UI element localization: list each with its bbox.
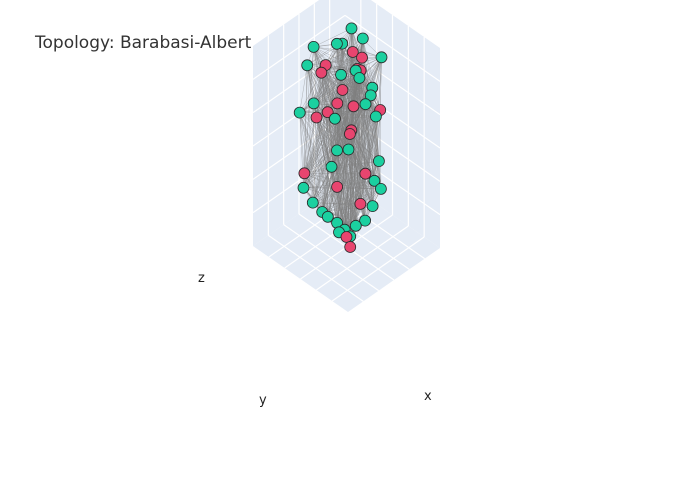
node-point-group-a xyxy=(359,167,372,180)
edge-line xyxy=(364,87,373,221)
node-point-group-a xyxy=(310,111,323,124)
node-point-group-b xyxy=(297,181,310,194)
edge-line xyxy=(299,112,305,174)
node-point-group-b xyxy=(330,37,343,50)
node-point-group-b xyxy=(369,110,382,123)
edge-line xyxy=(312,74,342,203)
x-wall-grid-line xyxy=(344,14,441,82)
edge-line xyxy=(303,43,343,188)
edge-line xyxy=(313,28,352,48)
edge-line xyxy=(321,70,356,213)
node-point-group-a xyxy=(343,128,356,140)
node-point-group-b xyxy=(307,41,320,53)
edge-line xyxy=(322,180,375,213)
edge-line xyxy=(344,160,380,230)
edge-line xyxy=(316,43,338,118)
node-point-group-b xyxy=(372,155,385,168)
z-axis-label: z xyxy=(198,271,205,286)
edge-line xyxy=(342,43,382,58)
edge-line xyxy=(307,43,338,66)
node-point-group-b xyxy=(342,143,355,156)
edge-line xyxy=(327,116,377,217)
node-point-group-b xyxy=(349,219,362,232)
edge-line xyxy=(374,116,377,181)
node-point-group-b xyxy=(325,160,338,173)
node-point-group-b xyxy=(364,89,377,102)
node-point-group-b xyxy=(368,174,381,187)
edge-line xyxy=(299,65,308,113)
edge-line xyxy=(348,149,357,226)
node-point-group-b xyxy=(331,144,343,157)
edge-line xyxy=(303,46,314,188)
x-axis-label: x xyxy=(424,389,432,404)
node-point-group-a xyxy=(356,51,368,64)
edge-line xyxy=(344,205,373,230)
node-point-group-b xyxy=(293,106,306,119)
node-point-group-b xyxy=(345,22,358,35)
node-point-group-b xyxy=(306,196,319,209)
chart-title: Topology: Barabasi-Albert xyxy=(35,33,252,53)
node-point-group-a xyxy=(331,97,344,110)
edge-line xyxy=(299,112,323,213)
edge-line xyxy=(348,149,373,207)
node-point-group-b xyxy=(374,182,387,195)
edge-line xyxy=(299,112,373,207)
edge-line xyxy=(327,180,375,217)
edge-line xyxy=(331,160,379,168)
edge-line xyxy=(331,166,345,230)
edge-line xyxy=(331,118,336,167)
edge-line xyxy=(379,109,382,189)
node-point-group-a xyxy=(340,231,353,243)
edge-line xyxy=(313,43,343,104)
node-point-group-a xyxy=(344,241,357,253)
node-point-group-a xyxy=(354,197,367,210)
edge-line xyxy=(307,57,382,66)
edge-line xyxy=(313,74,342,104)
edge-line xyxy=(359,77,375,181)
edge-line xyxy=(327,205,373,218)
node-point-group-a xyxy=(347,100,360,113)
edge-line xyxy=(306,65,329,217)
node-point-group-b xyxy=(335,68,347,81)
edge-line xyxy=(375,116,380,162)
edge-line xyxy=(321,77,360,213)
node-point-group-b xyxy=(307,97,320,110)
edge-line xyxy=(312,43,343,203)
edge-line xyxy=(299,112,314,203)
node-point-group-b xyxy=(359,214,372,227)
node-point-group-b xyxy=(321,210,334,223)
node-point-group-a xyxy=(315,66,328,79)
node-point-group-b xyxy=(301,59,314,72)
edge-line xyxy=(327,188,382,218)
edge-line xyxy=(313,95,371,104)
edge-line xyxy=(322,188,381,213)
edge-line xyxy=(306,65,338,151)
node-point-group-b xyxy=(353,72,366,84)
node-point-group-b xyxy=(328,112,341,125)
node-point-group-a xyxy=(298,167,311,180)
edge-line xyxy=(334,118,380,162)
edge-line xyxy=(307,65,356,71)
edge-line xyxy=(313,46,328,113)
node-point-group-b xyxy=(356,32,369,45)
node-point-group-b xyxy=(359,98,372,111)
y-wall-grid-line xyxy=(252,14,346,80)
node-point-group-b xyxy=(375,51,388,64)
edge-line xyxy=(334,118,357,226)
node-point-group-a xyxy=(331,180,344,193)
node-point-group-b xyxy=(366,200,379,213)
nodes xyxy=(293,22,388,253)
edge-line xyxy=(299,74,342,113)
edge-line xyxy=(334,116,376,119)
edge-line xyxy=(340,74,377,117)
node-point-group-a xyxy=(346,46,359,58)
y-axis-label: y xyxy=(259,393,267,408)
node-point-group-a xyxy=(336,84,349,96)
